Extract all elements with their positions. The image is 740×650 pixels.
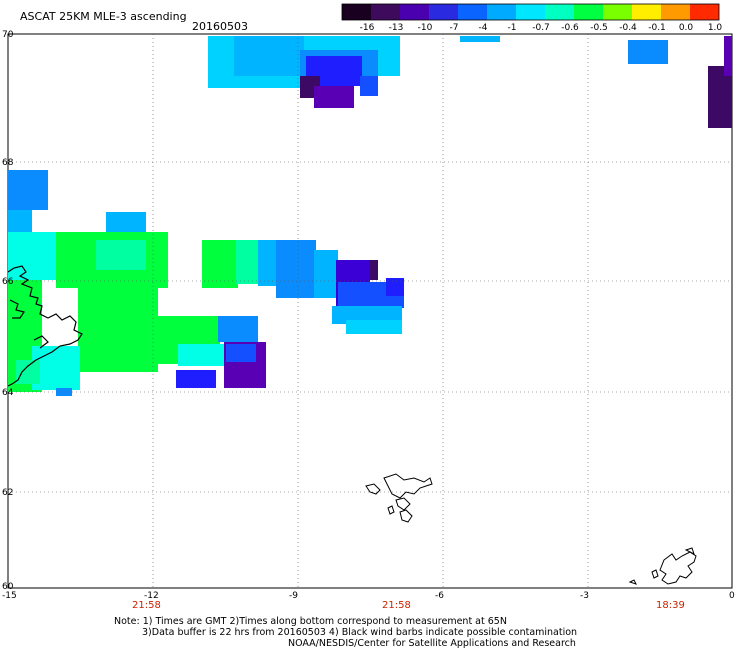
axis-ticks: 70 68 66 64 62 60 -15 -12 -9 -6 -3 0 21:…	[2, 30, 735, 611]
colorbar-swatch	[632, 4, 661, 20]
wind-cell	[236, 240, 260, 284]
wind-cell	[370, 260, 378, 280]
wind-cell	[628, 40, 668, 64]
wind-cell	[202, 240, 238, 288]
wind-cell	[346, 320, 402, 334]
wind-cell	[386, 278, 404, 296]
pass-time-label: 21:58	[382, 600, 411, 611]
wind-cell	[78, 288, 158, 372]
lat-tick-label: 70	[2, 30, 14, 40]
colorbar-swatch	[429, 4, 458, 20]
colorbar-label: -4	[479, 23, 488, 33]
colorbar-border	[341, 3, 720, 21]
map-date: 20160503	[192, 20, 248, 33]
colorbar-swatch	[661, 4, 690, 20]
colorbar-label: -0.7	[532, 23, 550, 33]
wind-cell	[96, 240, 146, 270]
colorbar-swatch	[574, 4, 603, 20]
note-line-3: NOAA/NESDIS/Center for Satellite Applica…	[288, 638, 576, 649]
wind-swaths	[8, 36, 732, 396]
lat-tick-label: 62	[2, 488, 13, 498]
lon-tick-label: -6	[435, 591, 444, 601]
colorbar-swatch	[603, 4, 632, 20]
wind-cell	[314, 86, 354, 108]
wind-cell	[178, 344, 224, 366]
lon-tick-label: -3	[580, 591, 589, 601]
colorbar-label: 0.0	[679, 23, 694, 33]
colorbar-swatch	[516, 4, 545, 20]
lon-tick-label: -12	[144, 591, 159, 601]
lon-tick-label: 0	[729, 591, 735, 601]
wind-cell	[332, 306, 402, 324]
note-line-1: Note: 1) Times are GMT 2)Times along bot…	[114, 616, 507, 627]
wind-cell	[234, 36, 304, 76]
wind-cell	[724, 36, 732, 76]
note-line-2: 3)Data buffer is 22 hrs from 20160503 4)…	[142, 627, 577, 638]
lat-tick-label: 60	[2, 582, 14, 592]
colorbar-label: -7	[450, 23, 459, 33]
wind-cell	[8, 210, 32, 234]
lon-tick-label: -15	[2, 591, 17, 601]
lat-tick-label: 66	[2, 277, 14, 287]
colorbar-label: -1	[508, 23, 517, 33]
wind-cell	[16, 360, 40, 384]
wind-cell	[226, 344, 256, 362]
lon-tick-label: -9	[289, 591, 298, 601]
colorbar-swatch	[342, 4, 371, 20]
graticule	[8, 34, 732, 588]
colorbar-label: -0.6	[561, 23, 579, 33]
wind-cell	[360, 76, 378, 96]
colorbar-label: -0.5	[590, 23, 608, 33]
colorbar: -16 -13 -10 -7 -4 -1 -0.7 -0.6 -0.5 -0.4 -0.1 0.0 1.…	[341, 3, 723, 33]
colorbar-swatch	[487, 4, 516, 20]
wind-cell	[8, 232, 58, 280]
faroe-islands	[365, 473, 433, 523]
colorbar-label: -0.1	[648, 23, 666, 33]
colorbar-label: -16	[360, 23, 375, 33]
colorbar-swatch	[371, 4, 400, 20]
shetland-islands	[628, 547, 697, 585]
wind-cell	[176, 370, 216, 388]
colorbar-swatch	[545, 4, 574, 20]
wind-cell	[276, 240, 316, 298]
colorbar-label: 1.0	[708, 23, 723, 33]
iceland-coastline	[7, 265, 83, 387]
lat-tick-label: 68	[2, 158, 14, 168]
colorbar-label: -10	[418, 23, 433, 33]
wind-cell	[708, 66, 732, 128]
wind-cell	[460, 36, 500, 42]
wind-cell	[258, 240, 278, 286]
colorbar-swatch	[458, 4, 487, 20]
wind-cell	[8, 170, 48, 210]
map-title: ASCAT 25KM MLE-3 ascending	[20, 10, 187, 23]
pass-time-label: 18:39	[656, 600, 685, 611]
colorbar-label: -13	[389, 23, 404, 33]
pass-time-label: 21:58	[132, 600, 161, 611]
colorbar-swatch	[400, 4, 429, 20]
colorbar-swatch	[690, 4, 719, 20]
lat-tick-label: 64	[2, 388, 14, 398]
wind-cell	[218, 316, 258, 342]
colorbar-label: -0.4	[619, 23, 637, 33]
wind-cell	[314, 250, 338, 298]
